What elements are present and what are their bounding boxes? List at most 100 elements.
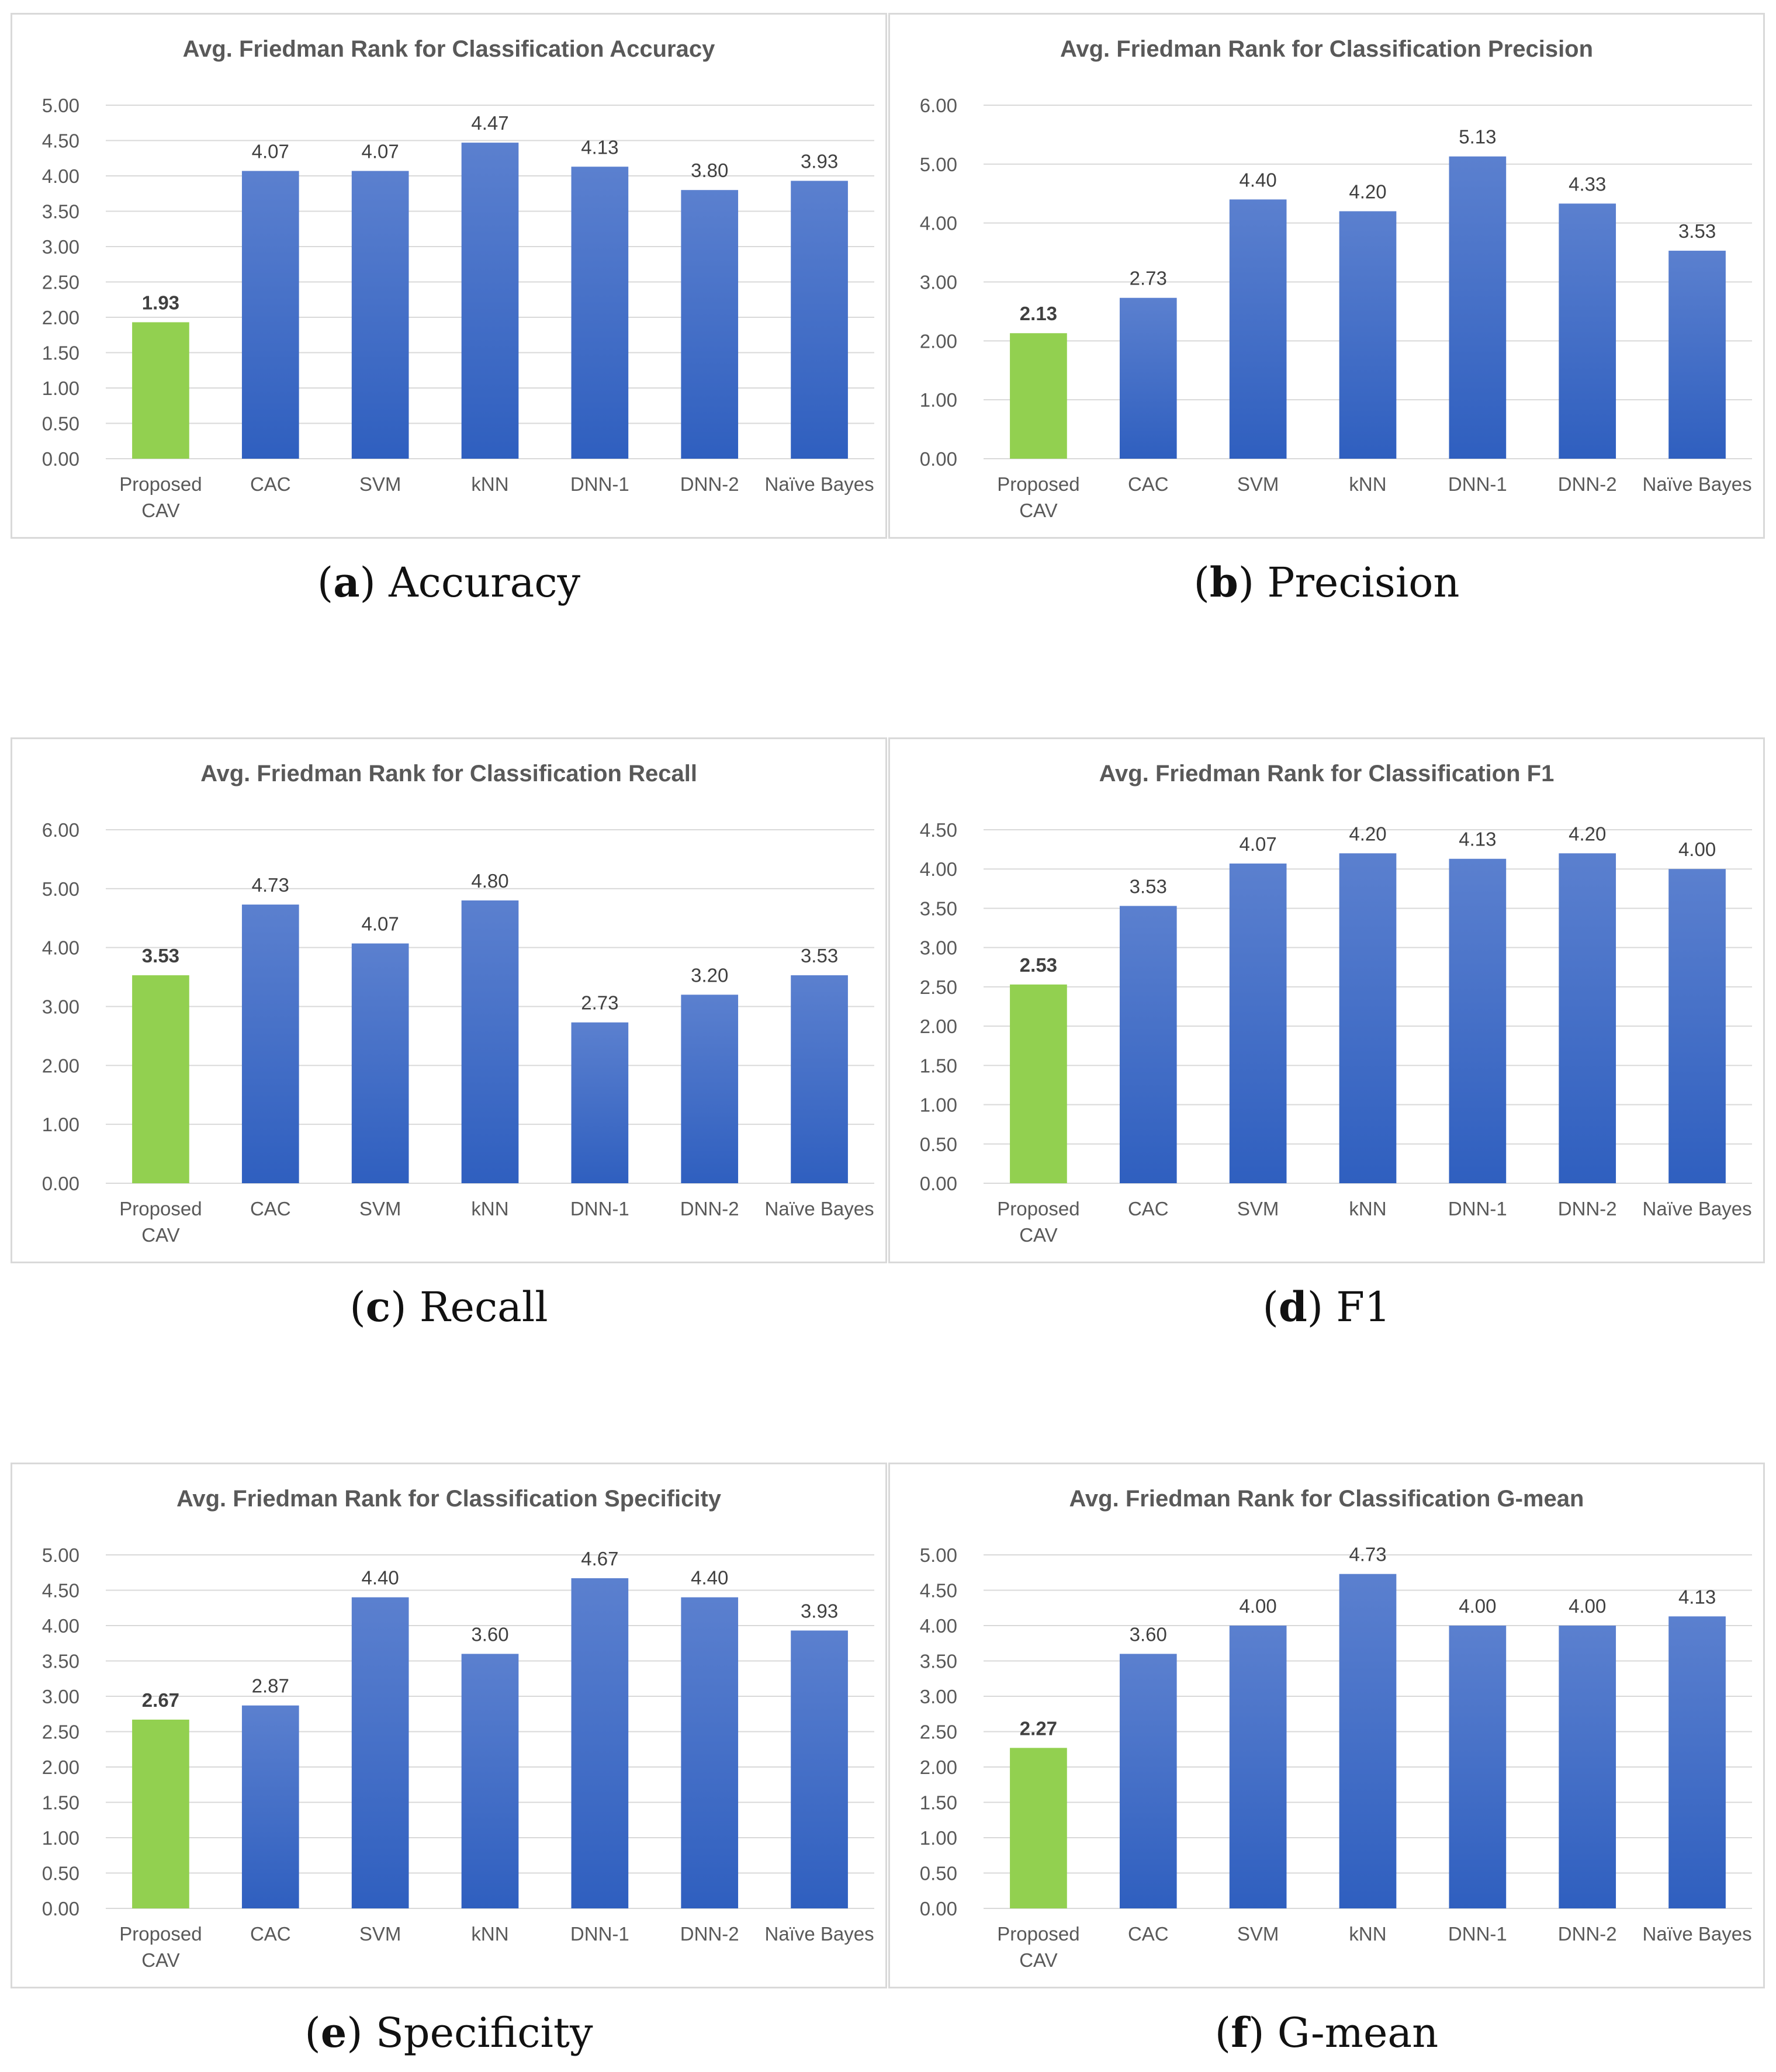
data-label: 4.80 (471, 870, 508, 892)
y-tick-label: 2.00 (42, 1756, 79, 1778)
data-label: 2.53 (1020, 954, 1057, 976)
chart-panel-recall: Avg. Friedman Rank for Classification Re… (11, 737, 887, 1263)
bar (1119, 1654, 1177, 1908)
x-tick-label: Proposed (997, 473, 1079, 495)
y-tick-label: 0.00 (42, 448, 79, 470)
x-tick-label: Naïve Bayes (765, 1198, 874, 1219)
y-tick-label: 0.00 (920, 1173, 957, 1194)
y-tick-label: 6.00 (42, 819, 79, 841)
y-tick-label: 3.00 (920, 272, 957, 293)
data-label: 4.00 (1459, 1595, 1496, 1617)
y-tick-label: 1.50 (42, 342, 79, 364)
x-tick-label: CAC (250, 1923, 291, 1945)
bar (1559, 203, 1616, 459)
x-tick-label: Proposed (997, 1923, 1079, 1945)
bar (1229, 1626, 1287, 1908)
chart-accuracy: Avg. Friedman Rank for Classification Ac… (42, 36, 874, 521)
caption-letter: a (333, 558, 360, 607)
x-tick-label: CAV (141, 1224, 179, 1246)
data-label: 3.80 (691, 160, 728, 181)
x-tick-label: DNN-2 (1558, 1923, 1617, 1945)
caption-letter: e (320, 2008, 347, 2057)
y-tick-label: 0.50 (42, 413, 79, 435)
x-tick-label: DNN-2 (680, 1198, 739, 1219)
bar (461, 143, 519, 459)
bar (1339, 211, 1397, 459)
chart-title: Avg. Friedman Rank for Classification Ac… (183, 36, 715, 62)
data-label: 2.13 (1020, 303, 1057, 324)
y-tick-label: 2.50 (42, 1721, 79, 1743)
data-label: 3.60 (471, 1623, 508, 1645)
y-tick-label: 3.50 (42, 1651, 79, 1672)
bar (571, 1022, 629, 1183)
bar (791, 181, 848, 459)
bar (571, 1578, 629, 1908)
caption-text: F1 (1336, 1283, 1391, 1331)
x-tick-label: Proposed (119, 473, 202, 495)
bar (351, 171, 409, 459)
data-label: 3.53 (801, 945, 838, 966)
x-tick-label: kNN (471, 1198, 508, 1219)
y-tick-label: 0.00 (920, 1898, 957, 1919)
x-tick-label: Proposed (119, 1923, 202, 1945)
caption-text: Specificity (375, 2009, 593, 2057)
caption-text: Recall (419, 1283, 548, 1331)
chart-f1: Avg. Friedman Rank for Classification F1… (920, 761, 1752, 1246)
data-label: 4.40 (691, 1567, 728, 1589)
x-tick-label: SVM (1237, 1923, 1279, 1945)
x-tick-label: DNN-1 (570, 1923, 629, 1945)
y-tick-label: 4.00 (42, 937, 79, 959)
x-tick-label: DNN-2 (680, 1923, 739, 1945)
x-tick-label: kNN (471, 473, 508, 495)
bar (791, 1630, 848, 1908)
data-label: 3.93 (801, 1600, 838, 1621)
x-tick-label: SVM (1237, 1198, 1279, 1219)
y-tick-label: 4.50 (42, 130, 79, 152)
y-tick-label: 3.00 (920, 1686, 957, 1707)
y-tick-label: 0.00 (920, 448, 957, 470)
bar (1449, 156, 1507, 459)
bar (1339, 853, 1397, 1183)
x-tick-label: kNN (471, 1923, 508, 1945)
bar (1668, 1616, 1726, 1908)
bar (351, 1597, 409, 1908)
bar (461, 900, 519, 1183)
y-tick-label: 1.50 (920, 1055, 957, 1076)
x-tick-label: DNN-2 (680, 473, 739, 495)
bar-highlight (1010, 333, 1067, 459)
y-tick-label: 5.00 (920, 1544, 957, 1566)
x-tick-label: CAC (1128, 1198, 1169, 1219)
caption-text: Precision (1267, 559, 1460, 607)
caption-precision: (b) Precision (1193, 558, 1460, 607)
y-tick-label: 1.00 (920, 1094, 957, 1116)
data-label: 4.20 (1349, 823, 1386, 844)
data-label: 2.73 (581, 992, 618, 1014)
y-tick-label: 0.50 (42, 1863, 79, 1884)
chart-title: Avg. Friedman Rank for Classification F1 (1099, 761, 1555, 786)
bar-highlight (132, 322, 189, 459)
data-label: 2.27 (1020, 1717, 1057, 1739)
x-tick-label: DNN-2 (1558, 1198, 1617, 1219)
y-tick-label: 1.50 (920, 1792, 957, 1814)
y-tick-label: 3.50 (42, 201, 79, 223)
x-tick-label: CAV (1019, 1224, 1057, 1246)
data-label: 3.53 (142, 945, 179, 966)
data-label: 4.20 (1569, 823, 1606, 844)
x-tick-label: CAV (141, 500, 179, 521)
bar (1559, 1626, 1616, 1908)
y-tick-label: 0.00 (42, 1898, 79, 1919)
x-tick-label: kNN (1349, 1198, 1386, 1219)
bar-highlight (132, 1719, 189, 1908)
x-tick-label: kNN (1349, 473, 1386, 495)
data-label: 4.47 (471, 112, 508, 134)
chart-title: Avg. Friedman Rank for Classification Re… (200, 761, 697, 786)
x-tick-label: SVM (359, 1198, 401, 1219)
data-label: 4.13 (1678, 1586, 1716, 1607)
y-tick-label: 2.50 (920, 976, 957, 998)
data-label: 3.53 (1678, 220, 1716, 242)
caption-g-mean: (f) G-mean (1214, 2008, 1439, 2057)
data-label: 3.60 (1130, 1623, 1167, 1645)
data-label: 3.20 (691, 964, 728, 986)
chart-title: Avg. Friedman Rank for Classification Pr… (1060, 36, 1593, 62)
bar (351, 943, 409, 1183)
